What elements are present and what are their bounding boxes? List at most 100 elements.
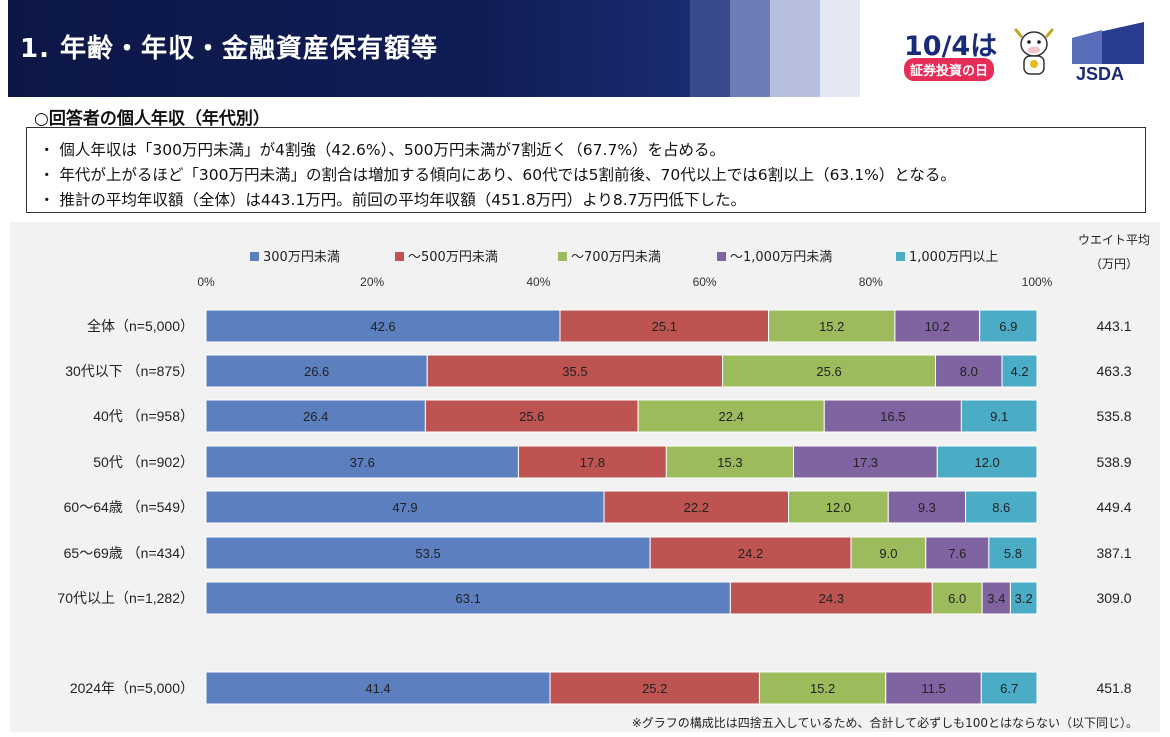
data-label: 6.0 bbox=[948, 591, 966, 606]
x-tick-label: 40% bbox=[526, 275, 550, 289]
data-label: 41.4 bbox=[365, 681, 390, 696]
jsda-wordmark: JSDA bbox=[1076, 64, 1125, 84]
header-band bbox=[8, 0, 690, 97]
data-label: 9.3 bbox=[918, 500, 936, 515]
data-label: 15.2 bbox=[819, 319, 844, 334]
data-label: 15.3 bbox=[717, 455, 742, 470]
data-label: 24.3 bbox=[819, 591, 844, 606]
data-label: 12.0 bbox=[826, 500, 851, 515]
bar-segment bbox=[205, 581, 731, 615]
data-label: 3.4 bbox=[987, 591, 1005, 606]
weighted-average-value: 309.0 bbox=[1096, 590, 1131, 606]
header: 1. 年齢・年収・金融資産保有額等 10/4は 証券投資の日 JSDA bbox=[0, 0, 1170, 97]
bar-segment bbox=[887, 490, 967, 524]
legend-label: 1,000万円以上 bbox=[909, 250, 998, 265]
bar-segment bbox=[205, 536, 651, 570]
category-label: 2024年（n=5,000） bbox=[70, 680, 194, 696]
bar-segment bbox=[665, 445, 795, 479]
data-label: 10.2 bbox=[925, 319, 950, 334]
bar-segment bbox=[549, 671, 760, 705]
data-label: 25.6 bbox=[816, 364, 841, 379]
legend-swatch bbox=[250, 252, 259, 261]
bull-mascot-icon bbox=[1014, 28, 1054, 75]
data-label: 3.2 bbox=[1015, 591, 1033, 606]
legend-swatch bbox=[558, 252, 567, 261]
bar-segment bbox=[205, 671, 551, 705]
legend-label: ～700万円未満 bbox=[571, 250, 661, 265]
data-label: 37.6 bbox=[350, 455, 375, 470]
bar-segment bbox=[722, 354, 937, 388]
data-label: 9.1 bbox=[990, 409, 1008, 424]
bar-segment bbox=[894, 309, 981, 343]
x-tick-label: 20% bbox=[360, 275, 384, 289]
data-label: 22.4 bbox=[719, 409, 744, 424]
bar-segment bbox=[965, 490, 1038, 524]
legend-swatch bbox=[395, 252, 404, 261]
bar-segment bbox=[758, 671, 887, 705]
data-label: 7.6 bbox=[948, 546, 966, 561]
data-label: 6.9 bbox=[999, 319, 1017, 334]
bar-segment bbox=[729, 581, 933, 615]
bar-segment bbox=[559, 309, 770, 343]
campaign-date: 10/4は bbox=[904, 31, 998, 62]
bar-segment bbox=[517, 445, 667, 479]
footnote: ※グラフの構成比は四捨五入しているため、合計して必ずしも100とはならない（以下… bbox=[631, 716, 1138, 730]
bar-segment bbox=[205, 445, 519, 479]
data-label: 12.0 bbox=[974, 455, 999, 470]
data-label: 25.6 bbox=[519, 409, 544, 424]
bar-segment bbox=[426, 354, 724, 388]
bar-segment bbox=[649, 536, 852, 570]
summary-bullet: ・ 年代が上がるほど「300万円未満」の割合は増加する傾向にあり、60代では5割… bbox=[39, 166, 956, 184]
bar-segment bbox=[960, 399, 1038, 433]
bar-segment bbox=[205, 354, 428, 388]
data-label: 17.8 bbox=[580, 455, 605, 470]
bar-segment bbox=[885, 671, 982, 705]
weighted-average-title: ウエイト平均 bbox=[1078, 233, 1150, 247]
category-label: 70代以上（n=1,282） bbox=[57, 590, 194, 606]
category-label: 40代 （n=958） bbox=[93, 408, 194, 424]
x-tick-label: 100% bbox=[1022, 275, 1053, 289]
jsda-logo: JSDA bbox=[1072, 20, 1144, 86]
header-stripe bbox=[820, 0, 860, 97]
data-label: 15.2 bbox=[810, 681, 835, 696]
data-label: 8.0 bbox=[960, 364, 978, 379]
category-label: 50代 （n=902） bbox=[93, 454, 194, 470]
bar-segment bbox=[1001, 354, 1038, 388]
data-label: 8.6 bbox=[992, 500, 1010, 515]
data-label: 16.5 bbox=[880, 409, 905, 424]
legend-swatch bbox=[896, 252, 905, 261]
x-tick-label: 0% bbox=[197, 275, 215, 289]
weighted-average-unit: （万円） bbox=[1090, 257, 1138, 271]
bar-segment bbox=[988, 536, 1038, 570]
legend-label: ～1,000万円未満 bbox=[730, 250, 832, 265]
bar-segment bbox=[205, 490, 605, 524]
data-label: 42.6 bbox=[370, 319, 395, 334]
weighted-average-value: 463.3 bbox=[1096, 363, 1131, 379]
weighted-average-value: 451.8 bbox=[1096, 680, 1131, 696]
bar-segment bbox=[424, 399, 639, 433]
weighted-average-value: 443.1 bbox=[1096, 318, 1131, 334]
bar-segment bbox=[936, 445, 1038, 479]
campaign-subtitle: 証券投資の日 bbox=[904, 58, 995, 81]
chart-panel: 300万円未満 ～500万円未満 ～700万円未満 ～1,000万円未満 1,000万円… bbox=[10, 222, 1160, 732]
data-label: 22.2 bbox=[684, 500, 709, 515]
page-title: 1. 年齢・年収・金融資産保有額等 bbox=[20, 34, 439, 64]
weighted-average-value: 538.9 bbox=[1096, 454, 1131, 470]
bar-segment bbox=[603, 490, 790, 524]
bar-segment bbox=[205, 309, 561, 343]
data-label: 5.8 bbox=[1004, 546, 1022, 561]
weighted-average-value: 387.1 bbox=[1096, 545, 1131, 561]
data-label: 47.9 bbox=[392, 500, 417, 515]
summary-bullet: ・ 推計の平均年収額（全体）は443.1万円。前回の平均年収額（451.8万円）… bbox=[39, 191, 747, 209]
data-label: 24.2 bbox=[738, 546, 763, 561]
category-label: 30代以下 （n=875） bbox=[65, 363, 194, 379]
data-label: 4.2 bbox=[1010, 364, 1028, 379]
data-label: 53.5 bbox=[415, 546, 440, 561]
legend-label: 300万円未満 bbox=[263, 250, 340, 265]
bar-segment bbox=[979, 309, 1038, 343]
income-stacked-bar-chart: 300万円未満 ～500万円未満 ～700万円未満 ～1,000万円未満 1,000万円… bbox=[57, 233, 1150, 705]
bar-segment bbox=[788, 490, 889, 524]
data-label: 11.5 bbox=[921, 681, 945, 696]
category-label: 60～64歳 （n=549） bbox=[64, 499, 194, 515]
data-label: 17.3 bbox=[853, 455, 878, 470]
